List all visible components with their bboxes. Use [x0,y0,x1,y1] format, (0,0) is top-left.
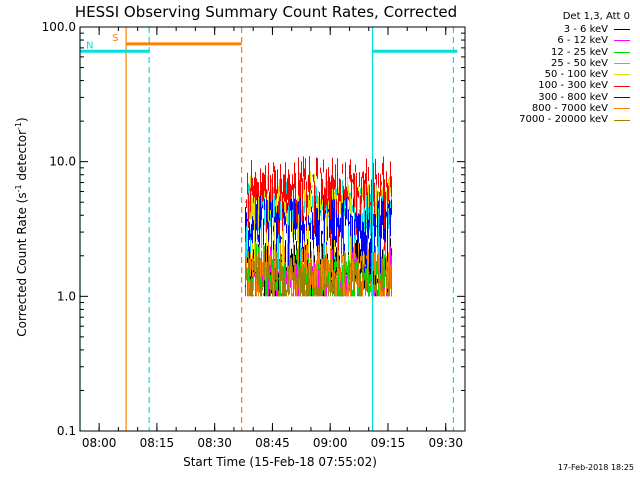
legend-swatch [614,40,630,42]
chart-title: HESSI Observing Summary Count Rates, Cor… [75,3,457,21]
legend-entry: 12 - 25 keV [472,47,640,58]
legend-entry-label: 25 - 50 keV [550,57,608,69]
legend-swatch [614,96,630,98]
x-tick-label: 08:30 [197,436,232,450]
marker-label: N [86,40,93,51]
x-tick-label: 09:15 [371,436,406,450]
x-axis-label: Start Time (15-Feb-18 07:55:02) [183,455,377,469]
legend-swatch [614,74,630,76]
legend-entry: 3 - 6 keV [472,24,640,35]
x-tick-label: 08:45 [255,436,290,450]
legend-entries: 3 - 6 keV 6 - 12 keV 12 - 25 keV 25 - 50 ke… [472,24,640,126]
legend-entry: 100 - 300 keV [472,80,640,91]
legend-swatch [614,85,630,87]
legend-entry-label: 6 - 12 keV [557,35,608,47]
legend-entry-label: 800 - 7000 keV [531,103,608,115]
legend-entry: 25 - 50 keV [472,58,640,69]
x-tick-label: 09:00 [313,436,348,450]
legend-swatch [614,108,630,110]
legend-swatch [614,51,630,53]
y-axis-label: Corrected Count Rate (s-1 detector-1) [14,117,29,336]
legend-entry: 300 - 800 keV [472,92,640,103]
legend-entry: 6 - 12 keV [472,35,640,46]
x-tick-label: 08:00 [82,436,117,450]
plot-frame [79,26,466,432]
legend-swatch [614,29,630,31]
data-layer [245,156,392,297]
legend-title: Det 1,3, Att 0 [562,11,630,22]
marker-label: S [112,33,118,44]
legend-entry-label: 7000 - 20000 keV [519,114,608,126]
x-tick-label: 09:30 [428,436,463,450]
x-tick-label: 08:15 [140,436,175,450]
legend-entry-label: 3 - 6 keV [563,24,608,35]
y-axis-ticks: 0.1 1.0 10.0 100.0 [42,20,465,438]
legend-entry: 50 - 100 keV [472,69,640,80]
legend-swatch [614,119,630,121]
series-trace [245,250,392,297]
legend: Det 1,3, Att 0 3 - 6 keV 6 - 12 keV 12 - 2… [472,10,640,126]
legend-swatch [614,63,630,65]
legend-entry-label: 300 - 800 keV [538,91,608,103]
legend-entry: 7000 - 20000 keV [472,114,640,125]
y-tick-label: 100.0 [42,20,76,34]
legend-entry-label: 50 - 100 keV [544,69,608,81]
y-tick-label: 0.1 [57,424,76,438]
legend-entry-label: 12 - 25 keV [550,46,608,58]
timestamp-footer: 17-Feb-2018 18:25 [557,463,634,472]
observing-markers: SN [80,33,458,53]
legend-entry: 800 - 7000 keV [472,103,640,114]
x-axis-ticks: 08:00 08:15 08:30 08:45 09:00 09:15 09:30 [82,27,466,450]
y-tick-label: 10.0 [49,155,76,169]
legend-entry-label: 100 - 300 keV [538,80,608,92]
y-tick-label: 1.0 [57,289,76,303]
